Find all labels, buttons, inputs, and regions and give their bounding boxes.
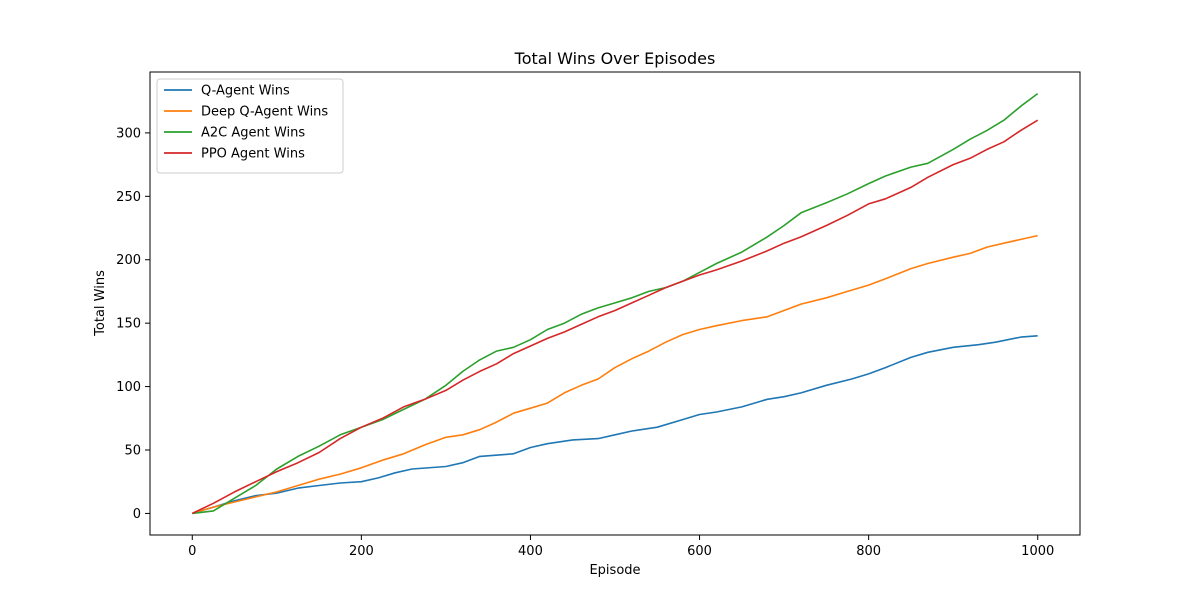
axes-layer: 0 200 400 600 800 1000 0 50 100 150 200 250 300 <box>116 71 1081 559</box>
x-tick-label: 400 <box>518 544 543 559</box>
y-tick-label: 150 <box>116 317 141 332</box>
legend-box <box>156 78 344 174</box>
series-line-2 <box>192 234 1038 515</box>
plot-frame <box>149 71 1081 536</box>
x-tick-label: 200 <box>349 544 374 559</box>
y-tick-label: 250 <box>116 190 141 205</box>
x-axis-title: Episode <box>589 563 640 578</box>
series-layer <box>191 92 1039 515</box>
x-tick-label: 600 <box>687 544 712 559</box>
x-tick-label: 0 <box>188 544 196 559</box>
legend-label-2: Deep Q-Agent Wins <box>201 105 328 120</box>
y-tick-label: 50 <box>124 444 141 459</box>
x-tick-label: 1000 <box>1021 544 1054 559</box>
y-tick-label: 300 <box>116 126 141 141</box>
y-axis-title: Total Wins <box>93 270 108 337</box>
series-line-3 <box>192 92 1039 515</box>
y-tick-label: 100 <box>116 380 141 395</box>
series-line-4 <box>191 119 1039 515</box>
chart-title: Total Wins Over Episodes <box>514 49 716 68</box>
y-tick-label: 0 <box>133 507 141 522</box>
y-tick-label: 200 <box>116 253 141 268</box>
x-tick-label: 800 <box>856 544 881 559</box>
legend: Q-Agent Wins Deep Q-Agent Wins A2C Agent W… <box>156 78 344 174</box>
legend-label-3: A2C Agent Wins <box>201 126 305 141</box>
series-line-1 <box>192 335 1038 515</box>
legend-label-4: PPO Agent Wins <box>201 147 305 162</box>
legend-label-1: Q-Agent Wins <box>201 84 290 99</box>
